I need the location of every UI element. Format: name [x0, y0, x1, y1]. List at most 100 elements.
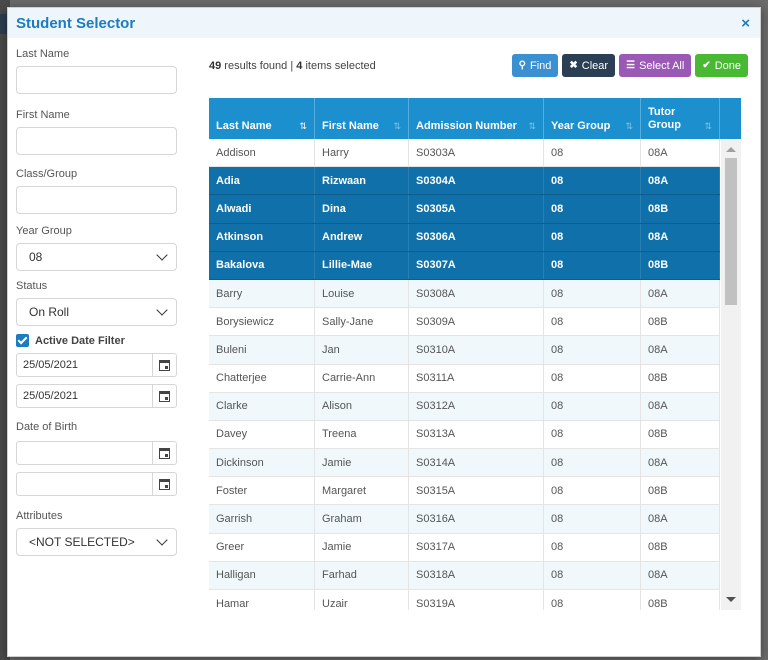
cell-last-name: Foster	[209, 477, 315, 505]
table-row[interactable]: Foster Margaret S0315A 08 08B	[209, 477, 720, 506]
table-scrollbar[interactable]	[721, 139, 741, 610]
status-label: Status	[16, 280, 48, 292]
cell-last-name: Davey	[209, 420, 315, 449]
table-row-selected[interactable]: Atkinson Andrew S0306A 08 08A	[209, 223, 720, 252]
last-name-input[interactable]	[16, 66, 177, 94]
table-row[interactable]: Dickinson Jamie S0314A 08 08A	[209, 449, 720, 478]
cell-first-name: Harry	[315, 139, 409, 167]
column-header-label: Last Name	[216, 120, 272, 132]
table-row[interactable]: Greer Jamie S0317A 08 08B	[209, 533, 720, 562]
cell-tutor-group: 08A	[641, 336, 720, 364]
cell-first-name: Jamie	[315, 449, 409, 477]
cell-last-name: Barry	[209, 279, 315, 308]
dob-from-value	[17, 442, 152, 464]
cell-admission-number: S0304A	[409, 167, 544, 195]
table-row[interactable]: Clarke Alison S0312A 08 08A	[209, 392, 720, 421]
cell-tutor-group: 08B	[641, 420, 720, 449]
scrollbar-thumb[interactable]	[725, 158, 737, 305]
table-row[interactable]: Chatterjee Carrie-Ann S0311A 08 08B	[209, 364, 720, 393]
cell-year-group: 08	[544, 308, 641, 336]
column-header-tutor-group[interactable]: Tutor Group ⇅	[641, 98, 720, 139]
cell-last-name: Greer	[209, 533, 315, 561]
table-row-selected[interactable]: Adia Rizwaan S0304A 08 08A	[209, 167, 720, 196]
cell-last-name: Garrish	[209, 505, 315, 533]
cell-last-name: Borysiewicz	[209, 308, 315, 336]
active-date-to-value: 25/05/2021	[23, 390, 79, 402]
done-button[interactable]: ✔ Done	[695, 54, 748, 77]
table-row-selected[interactable]: Bakalova Lillie-Mae S0307A 08 08B	[209, 251, 720, 280]
search-icon: ⚲	[518, 60, 526, 71]
attributes-select[interactable]: <NOT SELECTED>	[16, 528, 177, 556]
table-row[interactable]: Garrish Graham S0316A 08 08A	[209, 505, 720, 534]
scroll-down-arrow-icon[interactable]	[726, 597, 736, 602]
cell-tutor-group: 08B	[641, 590, 720, 610]
dob-from-field[interactable]	[16, 441, 177, 465]
attributes-label: Attributes	[16, 510, 63, 522]
done-button-label: Done	[714, 59, 741, 72]
column-header-last-name[interactable]: Last Name ⇅	[209, 98, 315, 139]
table-row[interactable]: Barry Louise S0308A 08 08A	[209, 279, 720, 309]
calendar-button[interactable]	[152, 385, 176, 407]
table-row[interactable]: Addison Harry S0303A 08 08A	[209, 139, 720, 168]
cell-first-name: Andrew	[315, 223, 409, 251]
cell-year-group: 08	[544, 279, 641, 308]
close-icon[interactable]: ×	[741, 15, 750, 32]
active-date-from-field[interactable]: 25/05/2021	[16, 353, 177, 377]
cell-year-group: 08	[544, 477, 641, 505]
table-row[interactable]: Hamar Uzair S0319A 08 08B	[209, 590, 720, 610]
calendar-button[interactable]	[152, 354, 176, 376]
cell-tutor-group: 08A	[641, 561, 720, 589]
sort-icon: ⇅	[704, 121, 712, 131]
cell-year-group: 08	[544, 505, 641, 533]
table-row[interactable]: Halligan Farhad S0318A 08 08A	[209, 561, 720, 590]
cell-last-name: Dickinson	[209, 449, 315, 477]
cell-year-group: 08	[544, 449, 641, 477]
cell-last-name: Adia	[209, 167, 315, 195]
cell-last-name: Atkinson	[209, 223, 315, 251]
year-group-select[interactable]: 08	[16, 243, 177, 271]
cell-last-name: Hamar	[209, 590, 315, 610]
table-row-selected[interactable]: Alwadi Dina S0305A 08 08B	[209, 195, 720, 224]
cell-admission-number: S0303A	[409, 139, 544, 167]
dob-to-field[interactable]	[16, 472, 177, 496]
column-header-year-group[interactable]: Year Group ⇅	[544, 98, 641, 139]
action-toolbar: ⚲ Find ✖ Clear ☰ Select All ✔ Done	[511, 54, 748, 77]
cell-admission-number: S0307A	[409, 251, 544, 279]
select-all-button[interactable]: ☰ Select All	[619, 54, 692, 77]
first-name-input[interactable]	[16, 127, 177, 155]
cell-year-group: 08	[544, 533, 641, 561]
calendar-icon	[159, 447, 170, 459]
cell-tutor-group: 08A	[641, 139, 720, 167]
sort-icon: ⇅	[625, 121, 633, 131]
cell-tutor-group: 08A	[641, 449, 720, 477]
find-button[interactable]: ⚲ Find	[511, 54, 559, 77]
class-group-input[interactable]	[16, 186, 177, 214]
active-date-to-field[interactable]: 25/05/2021	[16, 384, 177, 408]
cell-tutor-group: 08B	[641, 533, 720, 561]
scroll-up-arrow-icon[interactable]	[726, 147, 736, 152]
dob-label: Date of Birth	[16, 421, 78, 433]
cell-year-group: 08	[544, 195, 641, 223]
column-header-admission-number[interactable]: Admission Number ⇅	[409, 98, 544, 139]
table-body: Addison Harry S0303A 08 08A Adia Rizwaan S0304A…	[209, 139, 720, 610]
cell-tutor-group: 08B	[641, 251, 720, 279]
table-row[interactable]: Buleni Jan S0310A 08 08A	[209, 336, 720, 365]
students-table: Last Name ⇅ First Name ⇅ Admission Numbe…	[209, 98, 741, 610]
column-header-first-name[interactable]: First Name ⇅	[315, 98, 409, 139]
status-select[interactable]: On Roll	[16, 298, 177, 326]
calendar-button[interactable]	[152, 473, 176, 495]
checkbox-checked-icon[interactable]	[16, 334, 29, 347]
table-header: Last Name ⇅ First Name ⇅ Admission Numbe…	[209, 98, 741, 139]
cell-first-name: Dina	[315, 195, 409, 223]
select-all-button-label: Select All	[639, 59, 685, 72]
table-row[interactable]: Borysiewicz Sally-Jane S0309A 08 08B	[209, 308, 720, 337]
cell-year-group: 08	[544, 223, 641, 251]
calendar-button[interactable]	[152, 442, 176, 464]
class-group-label: Class/Group	[16, 168, 78, 180]
clear-button[interactable]: ✖ Clear	[562, 54, 616, 77]
table-row[interactable]: Davey Treena S0313A 08 08B	[209, 420, 720, 450]
active-date-filter[interactable]: Active Date Filter	[16, 334, 178, 347]
dialog-title: Student Selector	[16, 14, 136, 32]
cell-last-name: Clarke	[209, 392, 315, 420]
cell-first-name: Treena	[315, 420, 409, 449]
